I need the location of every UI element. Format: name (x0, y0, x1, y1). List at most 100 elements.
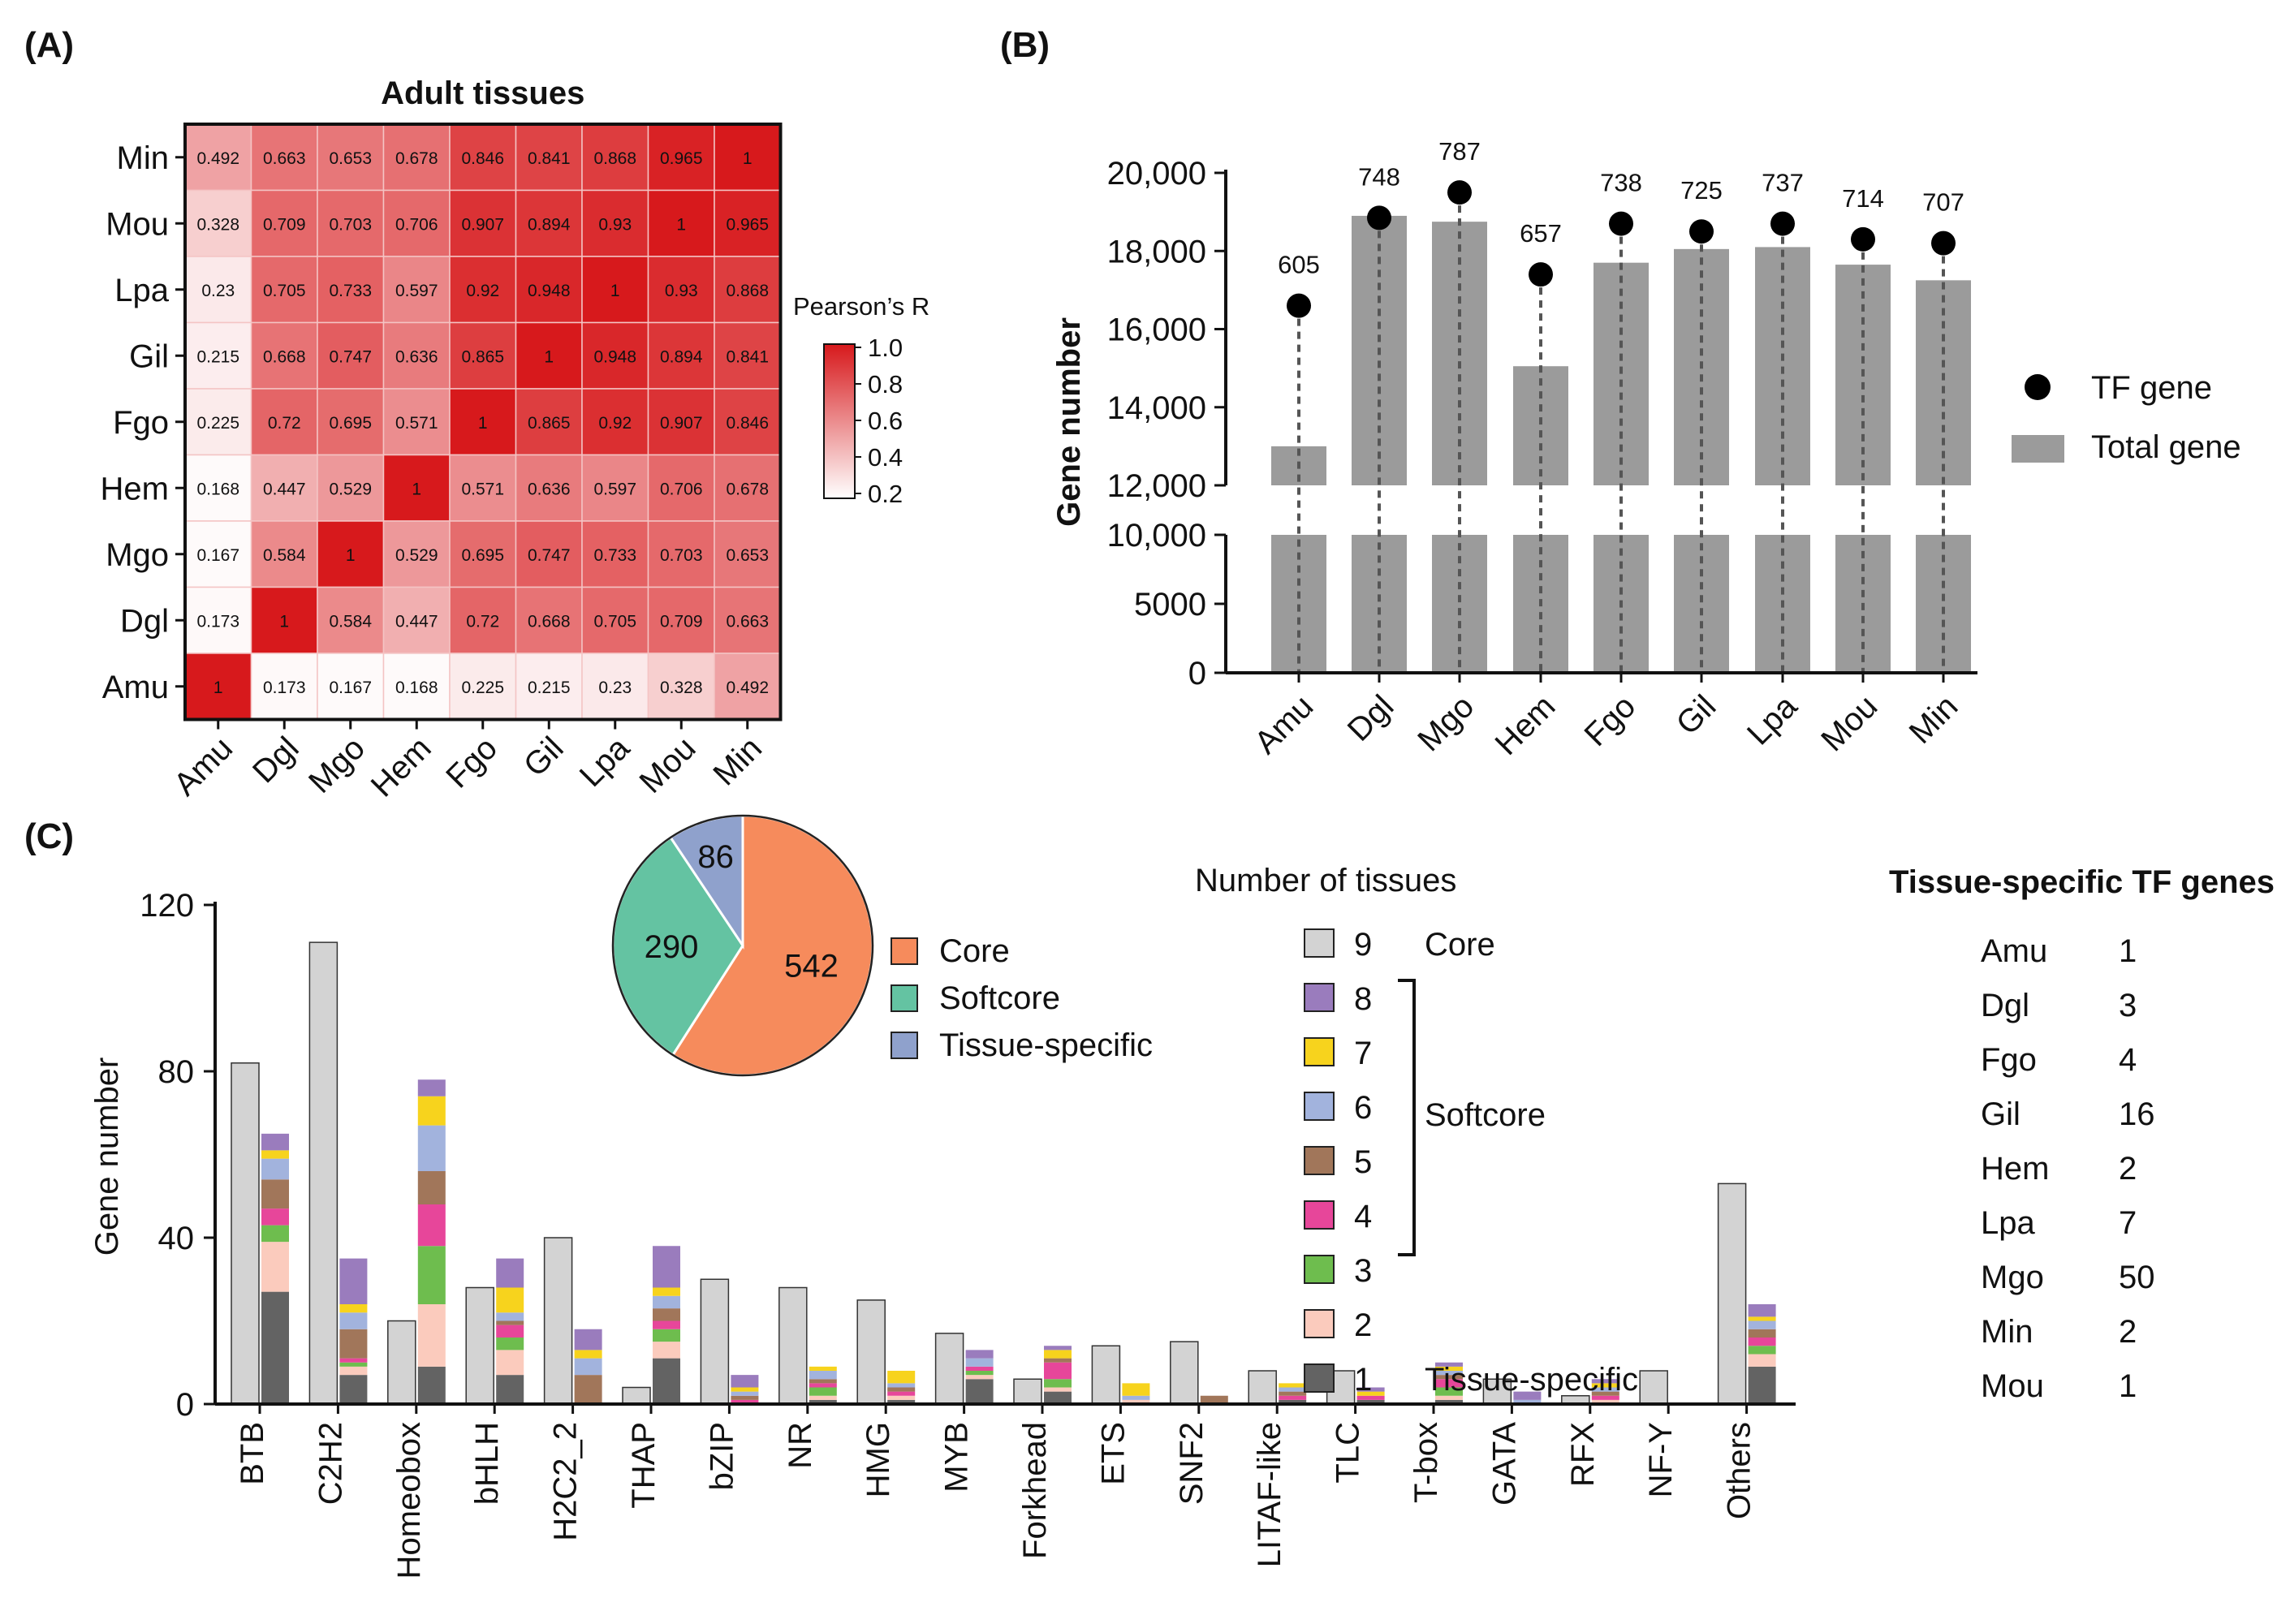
legend-tf-gene-label: TF gene (2091, 370, 2212, 406)
heatmap-cell-label: 1 (346, 546, 356, 565)
family-label: RFX (1565, 1422, 1601, 1487)
tissue-legend-number: 2 (1354, 1307, 1372, 1343)
core-bar (1170, 1341, 1199, 1405)
stacked-segment (417, 1171, 446, 1204)
stacked-segment (965, 1371, 994, 1376)
core-bar (231, 1062, 260, 1405)
stacked-segment (653, 1329, 680, 1342)
stacked-segment (1513, 1399, 1542, 1404)
pie-slice-label: 290 (645, 929, 699, 965)
heatmap-cell-label: 0.584 (263, 546, 306, 565)
family-label: NR (783, 1422, 818, 1469)
core-bar (387, 1320, 416, 1405)
heatmap-cell (317, 256, 385, 324)
stacked-segment (731, 1395, 759, 1400)
heatmap-cell-label: 1 (478, 414, 488, 433)
heatmap-cell (382, 256, 451, 324)
pie-legend-swatch (891, 984, 918, 1012)
tf-gene-label: 714 (1842, 184, 1884, 213)
stacked-segment (1748, 1316, 1776, 1321)
x-tick-label: Mgo (1411, 688, 1481, 758)
heatmap-cell (382, 321, 451, 390)
tissue-legend-group: Core (1425, 927, 1495, 963)
tissue-legend-swatch (1304, 983, 1335, 1012)
tissue-specific-tissue: Min (1981, 1314, 2033, 1350)
tissue-specific-count: 7 (2119, 1205, 2137, 1241)
stacked-segment (417, 1079, 446, 1096)
tissue-specific-tissue: Amu (1981, 933, 2047, 969)
stacked-segment (653, 1246, 680, 1288)
tissue-specific-count: 3 (2119, 988, 2137, 1023)
heatmap-col-label: Fgo (439, 730, 504, 795)
tissue-legend-swatch (1304, 928, 1335, 958)
tissue-specific-count: 4 (2119, 1042, 2137, 1078)
tissue-legend-swatch (1304, 1200, 1335, 1230)
y-tick-label: 0 (176, 1387, 194, 1423)
pie-outline (611, 814, 874, 1077)
stacked-segment (965, 1350, 994, 1359)
heatmap-cell-label: 0.167 (329, 678, 372, 697)
colorbar (823, 343, 856, 499)
heatmap-cell-label: 0.703 (660, 546, 703, 565)
stacked-segment (1435, 1371, 1463, 1376)
family-label: SNF2 (1174, 1422, 1210, 1505)
heatmap-cell-label: 0.709 (660, 612, 703, 631)
heatmap-cell-label: 0.865 (461, 347, 504, 366)
stacked-segment (731, 1399, 759, 1404)
tf-gene-label: 787 (1438, 137, 1481, 166)
family-label: NF-Y (1643, 1422, 1679, 1497)
tissue-legend-group: Tissue-specific (1425, 1362, 1638, 1398)
pie-legend-label: Softcore (939, 980, 1060, 1016)
stacked-segment (1435, 1399, 1463, 1404)
heatmap-cell (581, 256, 649, 324)
heatmap-row-label: Gil (129, 338, 169, 374)
stacked-segment (1591, 1379, 1619, 1384)
family-label: Forkhead (1017, 1422, 1053, 1559)
heatmap-cell (449, 520, 517, 588)
heatmap-col-label: Lpa (573, 730, 637, 794)
stacked-segment (1279, 1395, 1307, 1400)
stacked-segment (653, 1287, 680, 1296)
heatmap-cell-label: 0.653 (329, 149, 372, 168)
stacked-segment (887, 1371, 916, 1384)
stacked-segment (417, 1204, 446, 1247)
core-bar (1248, 1370, 1277, 1405)
stacked-segment (339, 1362, 368, 1367)
stacked-segment (1748, 1354, 1776, 1367)
heatmap-cell (449, 256, 517, 324)
stacked-segment (1279, 1391, 1307, 1396)
family-label: LITAF-like (1252, 1422, 1287, 1567)
heatmap-col-label: Min (706, 730, 769, 793)
heatmap-row-label: Hem (101, 471, 169, 506)
heatmap-cell-label: 1 (676, 215, 686, 234)
x-tick-label: Mou (1814, 688, 1884, 758)
stacked-segment (887, 1399, 916, 1404)
heatmap-cell-label: 0.678 (726, 480, 769, 498)
heatmap-cell (250, 454, 318, 522)
heatmap-cell-label: 0.965 (726, 215, 769, 234)
stacked-segment (1356, 1395, 1385, 1400)
stacked-segment (809, 1383, 837, 1388)
heatmap-cell-label: 0.225 (196, 414, 239, 433)
heatmap-col-label: Hem (364, 730, 438, 804)
heatmap-row-label: Dgl (120, 603, 169, 639)
stacked-segment (417, 1366, 446, 1404)
heatmap-cell (184, 586, 252, 654)
heatmap-cell (382, 586, 451, 654)
stacked-segment (1435, 1387, 1463, 1396)
x-tick-label: Dgl (1341, 688, 1401, 748)
x-tick-label: Min (1903, 688, 1965, 751)
y-tick-label: 80 (158, 1054, 195, 1090)
stacked-segment (1748, 1320, 1776, 1329)
heatmap-cell-label: 0.894 (660, 347, 703, 366)
heatmap-cell-label: 0.894 (528, 215, 571, 234)
stacked-segment (417, 1246, 446, 1304)
stacked-segment (1279, 1387, 1307, 1392)
heatmap-cell-label: 0.447 (263, 480, 306, 498)
heatmap-cell-label: 0.571 (461, 480, 504, 498)
family-label: bHLH (469, 1422, 505, 1505)
colorbar-tick-label: 0.8 (868, 370, 903, 398)
heatmap-cell-label: 0.597 (395, 282, 438, 300)
heatmap-cell (250, 123, 318, 192)
heatmap-cell (317, 454, 385, 522)
